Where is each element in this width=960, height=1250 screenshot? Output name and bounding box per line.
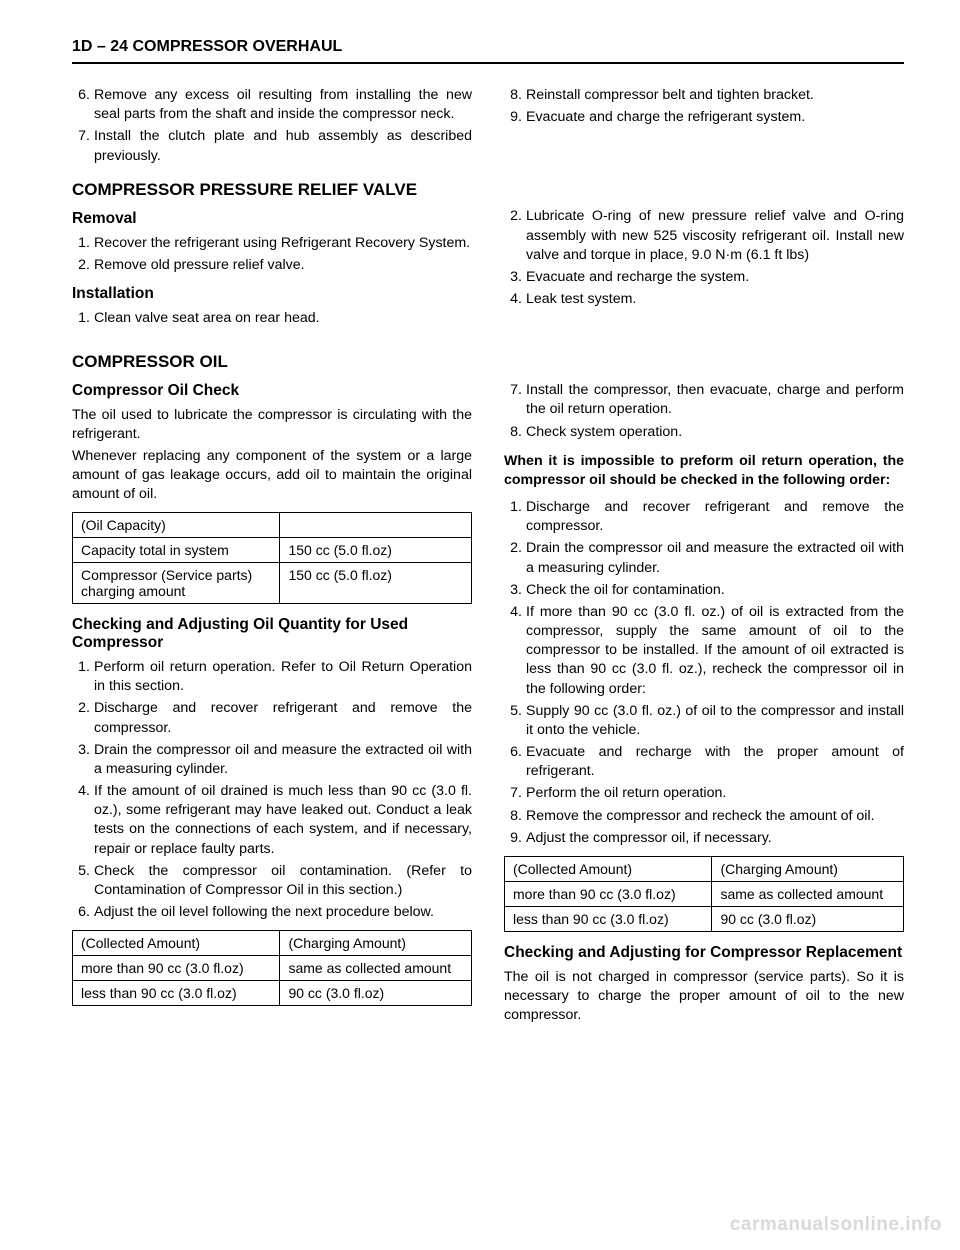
step-num: 2. xyxy=(504,207,526,265)
step-text: If the amount of oil drained is much les… xyxy=(94,782,472,859)
step-num: 5. xyxy=(72,862,94,900)
table-cell: more than 90 cc (3.0 fl.oz) xyxy=(73,956,280,981)
step-text: Drain the compressor oil and measure the… xyxy=(94,741,472,779)
oil-para1: The oil used to lubricate the compressor… xyxy=(72,406,472,444)
step-text: Check the oil for contamination. xyxy=(526,581,904,600)
step-text: Reinstall compressor belt and tighten br… xyxy=(526,86,904,105)
step-text: Supply 90 cc (3.0 fl. oz.) of oil to the… xyxy=(526,702,904,740)
step-num: 4. xyxy=(72,782,94,859)
heading-removal: Removal xyxy=(72,210,472,228)
step-text: Remove any excess oil resulting from ins… xyxy=(94,86,472,124)
step-text: Clean valve seat area on rear head. xyxy=(94,309,472,328)
watermark: carmanualsonline.info xyxy=(730,1214,942,1236)
step-text: Perform the oil return operation. xyxy=(526,784,904,803)
step-num: 8. xyxy=(504,423,526,442)
table-cell: 150 cc (5.0 fl.oz) xyxy=(280,538,472,563)
step-num: 9. xyxy=(504,108,526,127)
oil-para2: Whenever replacing any component of the … xyxy=(72,447,472,505)
step-num: 2. xyxy=(72,699,94,737)
step-text: Install the clutch plate and hub assembl… xyxy=(94,127,472,165)
step-text: Remove old pressure relief valve. xyxy=(94,256,472,275)
step-num: 3. xyxy=(72,741,94,779)
step-num: 8. xyxy=(504,807,526,826)
step-text: Lubricate O-ring of new pressure relief … xyxy=(526,207,904,265)
top-steps-right: 8.Reinstall compressor belt and tighten … xyxy=(504,86,904,127)
table-cell: (Collected Amount) xyxy=(505,856,712,881)
collected-table-left: (Collected Amount)(Charging Amount) more… xyxy=(72,930,472,1006)
step-num: 1. xyxy=(72,658,94,696)
step-num: 7. xyxy=(504,381,526,419)
step-num: 2. xyxy=(72,256,94,275)
top-steps-left: 6.Remove any excess oil resulting from i… xyxy=(72,86,472,166)
left-column: 6.Remove any excess oil resulting from i… xyxy=(72,86,472,1028)
step-num: 3. xyxy=(504,268,526,287)
page-header: 1D – 24 COMPRESSOR OVERHAUL xyxy=(72,38,904,64)
check-used-steps: 1.Perform oil return operation. Refer to… xyxy=(72,658,472,922)
table-cell: (Charging Amount) xyxy=(712,856,904,881)
heading-check-used: Checking and Adjusting Oil Quantity for … xyxy=(72,616,472,652)
step-num: 4. xyxy=(504,603,526,699)
step-text: Evacuate and recharge the system. xyxy=(526,268,904,287)
install-steps-right: 2.Lubricate O-ring of new pressure relie… xyxy=(504,207,904,309)
table-cell xyxy=(280,513,472,538)
step-num: 9. xyxy=(504,829,526,848)
step-num: 7. xyxy=(504,784,526,803)
table-cell: less than 90 cc (3.0 fl.oz) xyxy=(505,906,712,931)
step-num: 4. xyxy=(504,290,526,309)
table-cell: same as collected amount xyxy=(280,956,472,981)
heading-check-replacement: Checking and Adjusting for Compressor Re… xyxy=(504,944,904,962)
step-num: 6. xyxy=(72,903,94,922)
heading-oil-check: Compressor Oil Check xyxy=(72,382,472,400)
step-text: Perform oil return operation. Refer to O… xyxy=(94,658,472,696)
step-num: 1. xyxy=(504,498,526,536)
step-num: 1. xyxy=(72,309,94,328)
step-text: Evacuate and recharge with the proper am… xyxy=(526,743,904,781)
install-steps: 1.Clean valve seat area on rear head. xyxy=(72,309,472,328)
step-text: Recover the refrigerant using Refrigeran… xyxy=(94,234,472,253)
replacement-para: The oil is not charged in compressor (se… xyxy=(504,968,904,1026)
table-cell: 150 cc (5.0 fl.oz) xyxy=(280,563,472,604)
step-text: Adjust the oil level following the next … xyxy=(94,903,472,922)
table-cell: (Collected Amount) xyxy=(73,931,280,956)
step-text: Adjust the compressor oil, if necessary. xyxy=(526,829,904,848)
table-cell: (Charging Amount) xyxy=(280,931,472,956)
table-cell: (Oil Capacity) xyxy=(73,513,280,538)
step-text: Discharge and recover refrigerant and re… xyxy=(94,699,472,737)
continue-steps: 7.Install the compressor, then evacuate,… xyxy=(504,381,904,442)
table-cell: Compressor (Service parts) charging amou… xyxy=(73,563,280,604)
step-text: Drain the compressor oil and measure the… xyxy=(526,539,904,577)
step-text: Discharge and recover refrigerant and re… xyxy=(526,498,904,536)
step-text: Install the compressor, then evacuate, c… xyxy=(526,381,904,419)
step-text: Check the compressor oil contamination. … xyxy=(94,862,472,900)
table-cell: Capacity total in system xyxy=(73,538,280,563)
step-num: 3. xyxy=(504,581,526,600)
step-num: 8. xyxy=(504,86,526,105)
bold-paragraph: When it is impossible to preform oil ret… xyxy=(504,452,904,490)
heading-installation: Installation xyxy=(72,285,472,303)
step-num: 2. xyxy=(504,539,526,577)
collected-table-right: (Collected Amount)(Charging Amount) more… xyxy=(504,856,904,932)
step-num: 7. xyxy=(72,127,94,165)
step-num: 1. xyxy=(72,234,94,253)
table-cell: 90 cc (3.0 fl.oz) xyxy=(280,981,472,1006)
step-text: Check system operation. xyxy=(526,423,904,442)
step-num: 5. xyxy=(504,702,526,740)
table-cell: same as collected amount xyxy=(712,881,904,906)
step-num: 6. xyxy=(504,743,526,781)
heading-compressor-oil: COMPRESSOR OIL xyxy=(72,352,472,372)
heading-relief-valve: COMPRESSOR PRESSURE RELIEF VALVE xyxy=(72,180,472,200)
oil-capacity-table: (Oil Capacity) Capacity total in system1… xyxy=(72,512,472,604)
step-text: If more than 90 cc (3.0 fl. oz.) of oil … xyxy=(526,603,904,699)
two-column-layout: 6.Remove any excess oil resulting from i… xyxy=(72,86,904,1028)
removal-steps: 1.Recover the refrigerant using Refriger… xyxy=(72,234,472,275)
table-cell: less than 90 cc (3.0 fl.oz) xyxy=(73,981,280,1006)
order-steps: 1.Discharge and recover refrigerant and … xyxy=(504,498,904,848)
table-cell: more than 90 cc (3.0 fl.oz) xyxy=(505,881,712,906)
step-num: 6. xyxy=(72,86,94,124)
step-text: Leak test system. xyxy=(526,290,904,309)
step-text: Remove the compressor and recheck the am… xyxy=(526,807,904,826)
table-cell: 90 cc (3.0 fl.oz) xyxy=(712,906,904,931)
right-column: 8.Reinstall compressor belt and tighten … xyxy=(504,86,904,1028)
step-text: Evacuate and charge the refrigerant syst… xyxy=(526,108,904,127)
